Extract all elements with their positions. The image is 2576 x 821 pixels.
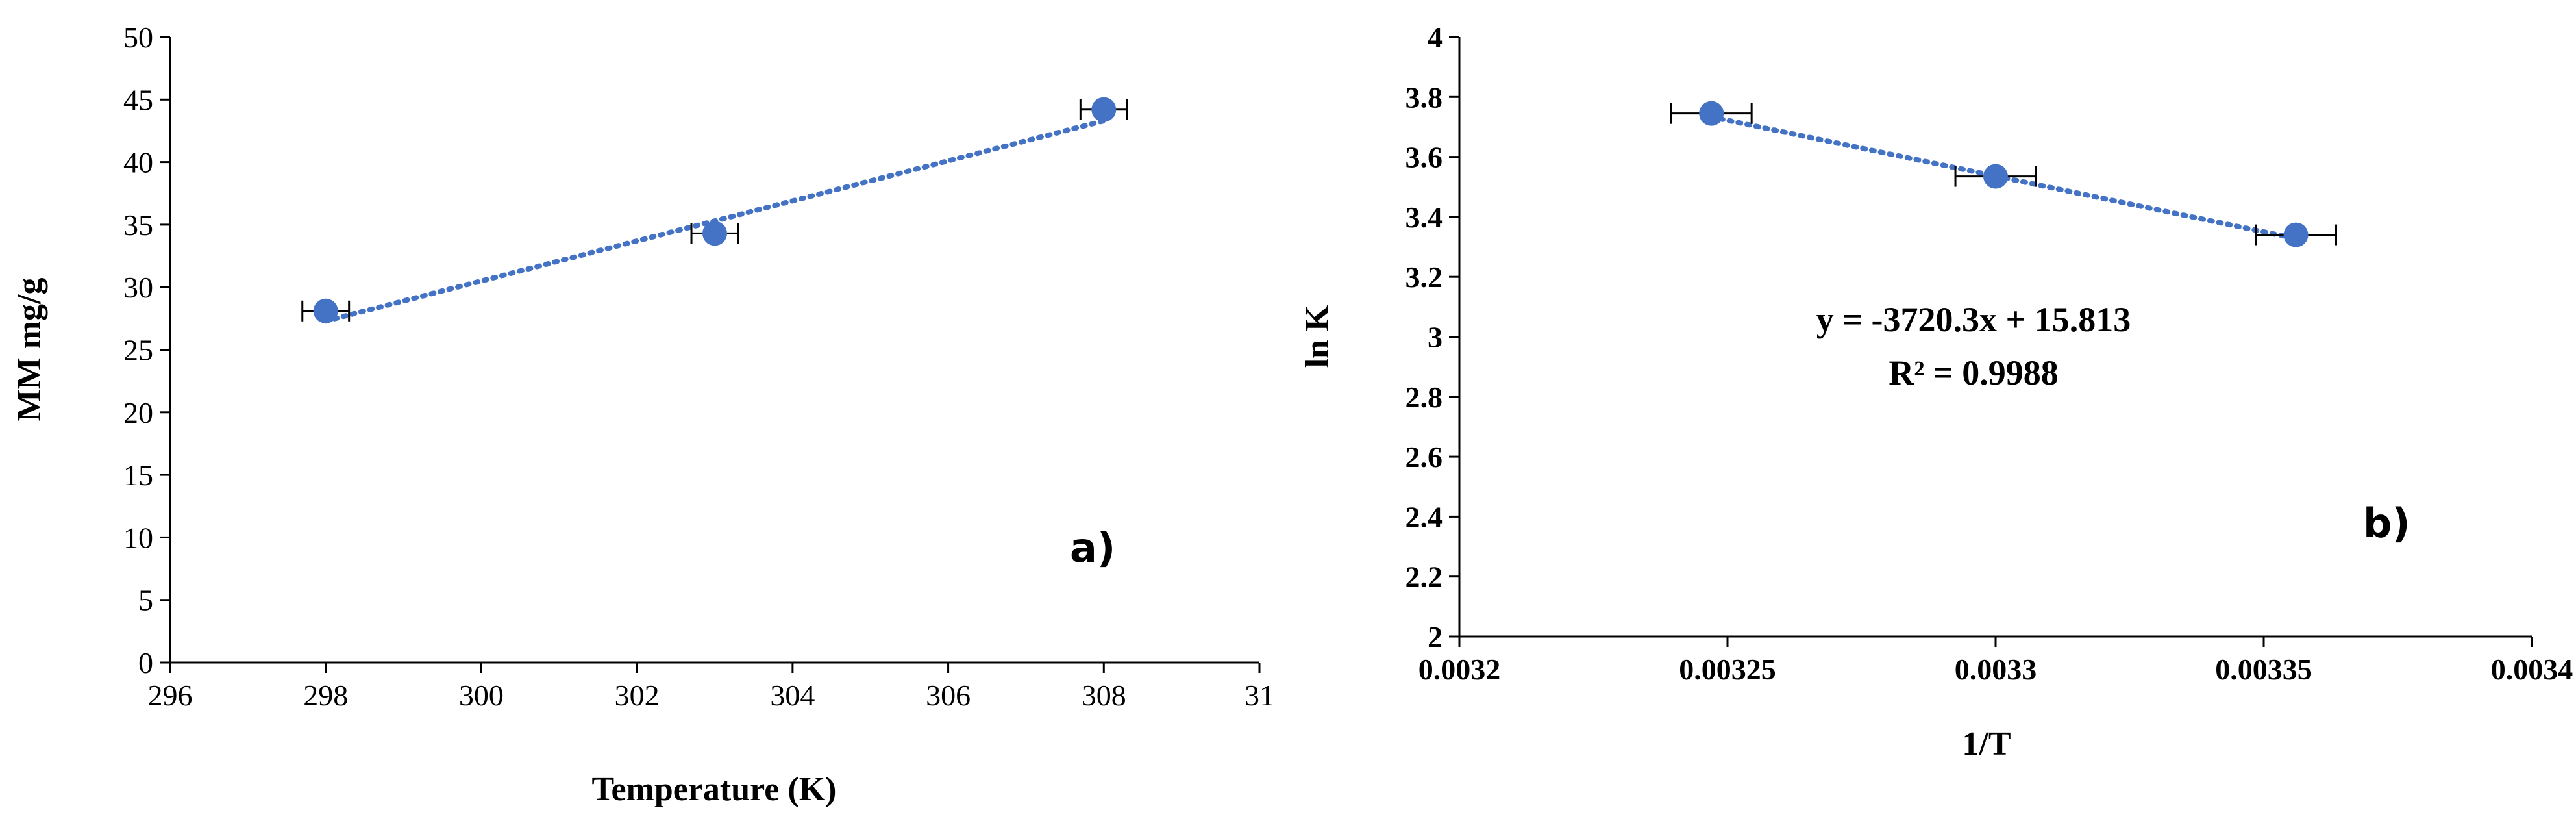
data-point xyxy=(1983,164,2008,189)
panel-a-y-axis-title: MM mg/g xyxy=(11,278,48,422)
panel-b-y-axis-title: ln K xyxy=(1299,305,1336,368)
y-tick-label: 2.4 xyxy=(1406,500,1443,533)
x-tick-label: 0.00335 xyxy=(2215,653,2312,686)
panel-a-points xyxy=(313,97,1117,323)
y-tick-label: 3.2 xyxy=(1406,260,1443,294)
y-tick-label: 45 xyxy=(123,83,153,116)
panel-a-trendline-group xyxy=(323,118,1107,324)
x-tick-label: 296 xyxy=(148,679,193,712)
panel-a-label: a) xyxy=(1070,524,1115,572)
y-tick-label: 25 xyxy=(123,334,153,367)
y-tick-label: 2.6 xyxy=(1406,440,1443,474)
panel-a-y-ticks: 0 5 10 15 20 25 30 35 40 45 50 xyxy=(123,21,170,679)
panel-a-x-axis-title: Temperature (K) xyxy=(592,771,837,808)
data-point xyxy=(702,221,727,246)
y-tick-label: 50 xyxy=(123,21,153,54)
x-tick-label: 0.0034 xyxy=(2491,653,2573,686)
data-point xyxy=(313,298,338,323)
y-tick-label: 4 xyxy=(1428,21,1443,54)
x-tick-label: 31 xyxy=(1245,679,1274,712)
x-tick-label: 302 xyxy=(615,679,660,712)
panel-b-x-axis-title: 1/T xyxy=(1962,726,2011,763)
x-tick-label: 0.0033 xyxy=(1955,653,2037,686)
y-tick-label: 40 xyxy=(123,146,153,179)
panel-b-y-ticks: 2 2.2 2.4 2.6 2.8 3 3.2 3.4 3.6 3.8 4 xyxy=(1406,21,1459,653)
x-tick-label: 0.0032 xyxy=(1418,653,1501,686)
data-point xyxy=(2283,222,2309,247)
x-tick-label: 0.00325 xyxy=(1679,653,1776,686)
data-point xyxy=(1699,101,1724,126)
chart-panel-b: 22.22.42.62.833.23.43.63.84 0.0032 0.0032… xyxy=(1299,21,2573,763)
y-tick-label: 35 xyxy=(123,208,153,242)
x-tick-label: 306 xyxy=(926,679,971,712)
y-tick-label: 2 xyxy=(1428,620,1443,653)
y-tick-label: 10 xyxy=(123,521,153,554)
y-tick-label: 2.8 xyxy=(1406,381,1443,414)
y-tick-label: 15 xyxy=(123,459,153,492)
y-tick-label: 3 xyxy=(1428,321,1443,354)
x-tick-label: 308 xyxy=(1082,679,1126,712)
panel-b-points xyxy=(1699,101,2309,247)
panel-b-label: b) xyxy=(2363,499,2410,547)
y-tick-label: 2.2 xyxy=(1406,561,1443,594)
y-tick-label: 3.4 xyxy=(1406,201,1443,234)
y-tick-label: 30 xyxy=(123,271,153,304)
y-tick-label: 3.8 xyxy=(1406,81,1443,114)
y-tick-label: 0 xyxy=(138,646,153,679)
x-tick-label: 304 xyxy=(770,679,815,712)
x-tick-label: 300 xyxy=(459,679,504,712)
panel-b-x-ticks: 0.0032 0.00325 0.0033 0.00335 0.0034 xyxy=(1418,637,2573,686)
y-tick-label: 5 xyxy=(138,584,153,617)
r-squared: R² = 0.9988 xyxy=(1889,353,2058,392)
panel-a-error-bars xyxy=(301,99,1128,322)
y-tick-label: 3.6 xyxy=(1406,141,1443,174)
data-point xyxy=(1091,97,1117,122)
trendline-equation: y = -3720.3x + 15.813 xyxy=(1816,300,2131,339)
y-tick-label: 20 xyxy=(123,396,153,429)
trendline xyxy=(323,118,1107,324)
x-tick-label: 298 xyxy=(303,679,348,712)
panel-a-x-ticks: 296 298 300 302 304 306 308 31 xyxy=(148,663,1274,712)
chart-panel-a: 0 5 10 15 20 25 30 35 40 45 50 296 298 300 302 304 306 3… xyxy=(11,21,1274,808)
